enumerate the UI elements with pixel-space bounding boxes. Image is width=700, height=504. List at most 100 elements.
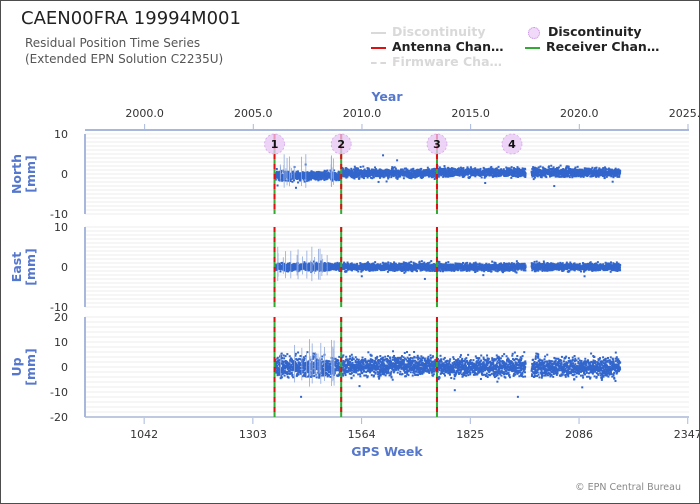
data-point (351, 170, 354, 173)
data-point (616, 175, 619, 178)
data-point (297, 177, 300, 180)
data-point (515, 175, 518, 178)
data-point (276, 184, 279, 187)
data-point (432, 269, 435, 272)
data-point (353, 165, 356, 168)
data-point (536, 167, 539, 170)
data-point (595, 175, 598, 178)
data-point (602, 167, 605, 170)
data-point (495, 175, 498, 178)
data-point (342, 175, 345, 178)
data-point (293, 179, 296, 182)
data-point (355, 167, 358, 170)
data-point (374, 166, 377, 169)
data-point (563, 169, 566, 172)
data-point (322, 268, 325, 271)
data-point (353, 177, 356, 180)
data-point (377, 180, 380, 183)
data-point (420, 167, 423, 170)
data-point (433, 266, 436, 269)
data-point (492, 170, 495, 173)
data-point (444, 169, 447, 172)
data-point (449, 175, 452, 178)
data-point (323, 169, 326, 172)
data-point (477, 168, 480, 171)
data-point (326, 174, 329, 177)
top-axis-tick-label: 2010.0 (343, 107, 382, 120)
legend-item-discontinuity-marker[interactable]: Discontinuity (525, 24, 641, 39)
data-point (311, 172, 314, 175)
data-point (386, 264, 389, 267)
data-point (295, 170, 298, 173)
data-point (402, 177, 405, 180)
data-point (443, 169, 446, 172)
panel-tick-label: 10 (54, 221, 68, 234)
data-point (336, 261, 339, 264)
legend-firmware-swatch (371, 61, 386, 64)
data-point (438, 269, 441, 272)
data-point (287, 172, 290, 175)
data-point (280, 261, 283, 264)
data-point (279, 270, 282, 273)
data-point (601, 172, 604, 175)
data-point (524, 168, 527, 171)
data-point (284, 170, 287, 173)
data-point (433, 263, 436, 266)
data-point (586, 167, 589, 170)
data-point (462, 167, 465, 170)
data-point (320, 176, 323, 179)
legend-item-firmware-change[interactable]: Firmware Cha… (371, 54, 502, 69)
data-point (588, 169, 591, 172)
data-point (437, 172, 440, 175)
data-point (434, 263, 437, 266)
data-point (420, 263, 423, 266)
data-point (566, 175, 569, 178)
legend-item-discontinuity-line[interactable]: Discontinuity (371, 24, 485, 39)
data-point (536, 168, 539, 171)
top-axis-tick-label: 2005.0 (234, 107, 273, 120)
data-point (539, 174, 542, 177)
data-point (426, 166, 429, 169)
data-point (447, 167, 450, 170)
data-point (302, 174, 305, 177)
data-point (491, 174, 494, 177)
data-point (424, 267, 427, 270)
data-point (603, 175, 606, 178)
data-point (604, 167, 607, 170)
subtitle-line-1: Residual Position Time Series (25, 36, 201, 50)
data-point (358, 177, 361, 180)
data-point (459, 166, 462, 169)
data-point (344, 175, 347, 178)
data-point (469, 166, 472, 169)
data-point (408, 261, 411, 264)
data-point (411, 270, 414, 273)
panel-tick-label: 0 (61, 168, 68, 181)
data-point (401, 168, 404, 171)
data-point (403, 271, 406, 274)
data-point (369, 176, 372, 179)
data-point (317, 178, 320, 181)
data-point (575, 175, 578, 178)
data-point (607, 167, 610, 170)
data-point (592, 170, 595, 173)
data-point (410, 268, 413, 271)
data-point (378, 170, 381, 173)
legend-item-receiver-change[interactable]: Receiver Chan… (525, 39, 659, 54)
legend-item-antenna-change[interactable]: Antenna Chan… (371, 39, 504, 54)
data-point (376, 268, 379, 271)
data-point (278, 173, 281, 176)
data-point (404, 270, 407, 273)
data-point (473, 174, 476, 177)
data-point (410, 176, 413, 179)
data-point (517, 169, 520, 172)
data-point (350, 176, 353, 179)
data-point (567, 166, 570, 169)
data-point (497, 165, 500, 168)
data-point (348, 169, 351, 172)
data-point (603, 176, 606, 179)
data-point (357, 167, 360, 170)
data-point (583, 167, 586, 170)
data-point (612, 176, 615, 179)
